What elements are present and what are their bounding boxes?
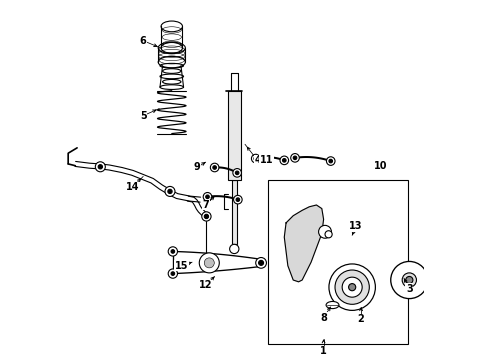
- Circle shape: [233, 168, 242, 177]
- Circle shape: [283, 158, 286, 162]
- Circle shape: [210, 163, 219, 172]
- Circle shape: [329, 264, 375, 310]
- Circle shape: [342, 277, 362, 297]
- Circle shape: [256, 257, 267, 268]
- Circle shape: [96, 162, 105, 172]
- Text: 4: 4: [254, 156, 261, 165]
- Circle shape: [230, 244, 239, 253]
- Circle shape: [98, 165, 102, 169]
- Circle shape: [203, 193, 212, 201]
- Bar: [232, 180, 237, 244]
- Circle shape: [259, 260, 264, 265]
- Text: 2: 2: [358, 314, 365, 324]
- Circle shape: [293, 156, 297, 159]
- Circle shape: [236, 198, 240, 202]
- Polygon shape: [284, 205, 323, 282]
- Circle shape: [335, 270, 369, 304]
- Text: 5: 5: [140, 111, 147, 121]
- Circle shape: [251, 154, 260, 163]
- Circle shape: [325, 231, 332, 238]
- Text: 6: 6: [140, 36, 147, 46]
- Text: 10: 10: [374, 161, 388, 171]
- Bar: [268, 180, 408, 344]
- Circle shape: [234, 195, 242, 204]
- Circle shape: [199, 253, 220, 273]
- Circle shape: [171, 249, 174, 253]
- Text: 15: 15: [174, 261, 188, 271]
- Text: 7: 7: [202, 200, 209, 210]
- Bar: [228, 91, 241, 180]
- Circle shape: [326, 157, 335, 165]
- Text: 8: 8: [320, 312, 327, 323]
- Text: 13: 13: [349, 221, 363, 231]
- Circle shape: [168, 247, 177, 256]
- Ellipse shape: [326, 301, 339, 309]
- Text: 1: 1: [320, 346, 327, 356]
- Circle shape: [213, 166, 217, 169]
- Text: 14: 14: [126, 182, 139, 192]
- Circle shape: [171, 272, 174, 275]
- Circle shape: [168, 269, 177, 278]
- Circle shape: [280, 156, 289, 165]
- Circle shape: [391, 261, 428, 298]
- Circle shape: [329, 159, 333, 163]
- Circle shape: [165, 186, 175, 197]
- Text: 11: 11: [260, 156, 273, 165]
- Circle shape: [348, 284, 356, 291]
- Circle shape: [402, 273, 416, 287]
- Circle shape: [406, 276, 413, 284]
- Circle shape: [168, 189, 172, 194]
- Circle shape: [235, 171, 239, 175]
- Text: 9: 9: [194, 162, 200, 172]
- Circle shape: [318, 225, 331, 238]
- Text: 12: 12: [199, 280, 213, 291]
- Circle shape: [254, 157, 258, 160]
- Circle shape: [202, 212, 211, 221]
- Circle shape: [206, 195, 209, 199]
- Circle shape: [204, 214, 209, 219]
- Circle shape: [204, 261, 209, 265]
- Circle shape: [202, 258, 211, 267]
- Circle shape: [291, 154, 299, 162]
- Circle shape: [204, 258, 214, 268]
- Text: 3: 3: [406, 284, 413, 294]
